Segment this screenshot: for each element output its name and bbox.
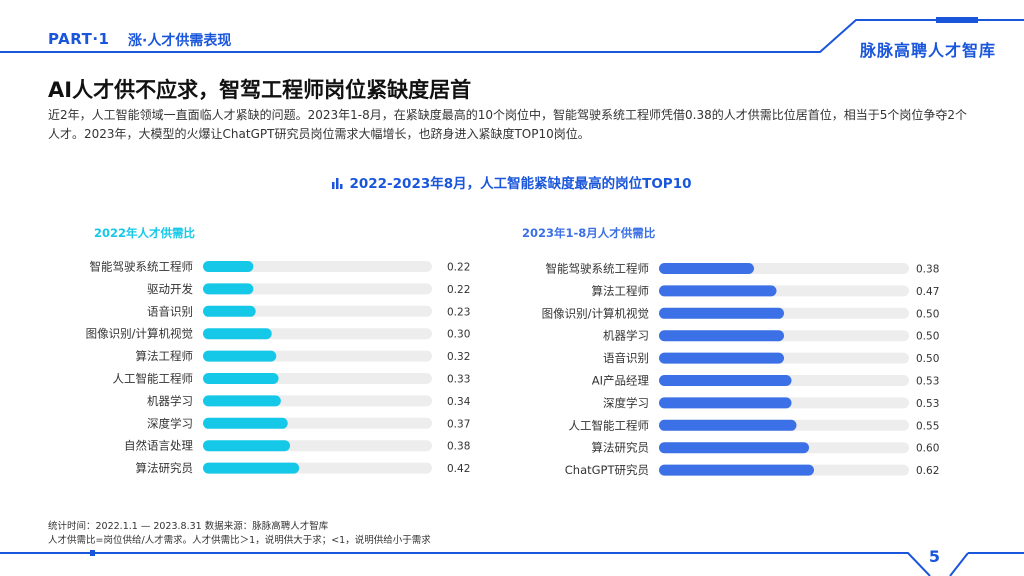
value-label: 0.50 <box>916 353 939 365</box>
value-label: 0.55 <box>916 420 939 432</box>
value-label: 0.34 <box>447 396 471 408</box>
category-label: 人工智能工程师 <box>113 372 194 386</box>
header-decoration <box>0 17 1024 53</box>
bar <box>203 395 281 407</box>
section-title: 涨·人才供需表现 <box>128 33 232 49</box>
value-label: 0.33 <box>447 374 470 386</box>
bar <box>659 307 784 319</box>
panel-title-2022: 2022年人才供需比 <box>94 226 196 240</box>
bar-chart-icon <box>332 178 343 189</box>
category-label: ChatGPT研究员 <box>565 463 649 477</box>
value-label: 0.22 <box>447 284 470 296</box>
category-label: 算法工程师 <box>592 284 650 298</box>
category-label: 机器学习 <box>147 394 193 408</box>
brand-name: 脉脉高聘人才智库 <box>859 41 996 60</box>
intro-paragraph: 近2年，人工智能领域一直面临人才紧缺的问题。2023年1-8月，在紧缺度最高的1… <box>48 108 968 141</box>
category-label: 图像识别/计算机视觉 <box>86 327 193 341</box>
part-label: PART·1 <box>48 30 110 48</box>
category-label: 语音识别 <box>147 304 193 318</box>
bar <box>203 283 254 295</box>
footnote-source: 统计时间：2022.1.1 — 2023.8.31 数据来源：脉脉高聘人才智库 <box>48 521 329 532</box>
category-label: 算法研究员 <box>592 441 650 455</box>
category-label: 深度学习 <box>147 416 193 430</box>
category-label: 机器学习 <box>603 329 649 343</box>
category-label: 智能驾驶系统工程师 <box>546 262 650 276</box>
bar-chart-2022: 智能驾驶系统工程师 0.22 驱动开发 0.22 语音识别 0.23 图像识别/计算机视觉 0… <box>86 260 471 476</box>
category-label: 人工智能工程师 <box>569 418 650 432</box>
bar <box>203 373 279 384</box>
bar-track <box>203 305 432 317</box>
value-label: 0.23 <box>447 306 470 318</box>
chart-title: 2022-2023年8月，人工智能紧缺度最高的岗位TOP10 <box>0 172 1024 192</box>
bar <box>659 352 784 364</box>
value-label: 0.38 <box>916 264 939 276</box>
bar <box>659 464 814 476</box>
bar <box>203 261 254 272</box>
value-label: 0.53 <box>916 376 939 388</box>
value-label: 0.53 <box>916 398 939 410</box>
value-label: 0.22 <box>447 262 470 274</box>
bar <box>203 462 300 474</box>
category-label: 驱动开发 <box>147 282 193 296</box>
value-label: 0.32 <box>447 351 470 363</box>
bar <box>659 397 792 409</box>
bar-track <box>203 283 432 295</box>
category-label: 算法研究员 <box>136 461 194 475</box>
bar-chart-2023: 智能驾驶系统工程师 0.38 算法工程师 0.47 图像识别/计算机视觉 0.50 机器学习… <box>542 262 940 478</box>
page-headline: AI人才供不应求，智驾工程师岗位紧缺度居首 <box>48 78 472 102</box>
value-label: 0.62 <box>916 465 939 477</box>
chart-title-text: 2022-2023年8月，人工智能紧缺度最高的岗位TOP10 <box>349 176 692 192</box>
value-label: 0.37 <box>447 418 470 430</box>
bar <box>659 285 777 297</box>
category-label: 语音识别 <box>603 351 649 365</box>
value-label: 0.30 <box>447 329 470 341</box>
bar <box>659 419 797 431</box>
bar <box>659 442 809 454</box>
category-label: 智能驾驶系统工程师 <box>90 260 194 274</box>
value-label: 0.42 <box>447 463 470 475</box>
value-label: 0.47 <box>916 286 939 298</box>
bar <box>659 375 792 386</box>
bar <box>203 350 277 362</box>
value-label: 0.50 <box>916 308 939 320</box>
category-label: 自然语言处理 <box>124 439 193 453</box>
category-label: 深度学习 <box>603 396 649 410</box>
bar <box>659 263 754 274</box>
bar-track <box>203 261 432 272</box>
value-label: 0.50 <box>916 331 939 343</box>
category-label: 图像识别/计算机视觉 <box>542 306 649 320</box>
footer-decoration <box>0 550 1024 576</box>
footnote-definition: 人才供需比=岗位供给/人才需求。人才供需比＞1，说明供大于求；<1，说明供给小于… <box>48 535 431 546</box>
page-number: 5 <box>928 547 940 566</box>
value-label: 0.38 <box>447 441 470 453</box>
category-label: AI产品经理 <box>592 374 650 388</box>
bar <box>203 417 288 429</box>
bar <box>659 330 784 342</box>
panel-title-2023: 2023年1-8月人才供需比 <box>522 226 656 240</box>
category-label: 算法工程师 <box>136 349 194 363</box>
bar <box>203 305 256 317</box>
value-label: 0.60 <box>916 443 939 455</box>
bar <box>203 440 291 452</box>
bar <box>203 328 272 340</box>
